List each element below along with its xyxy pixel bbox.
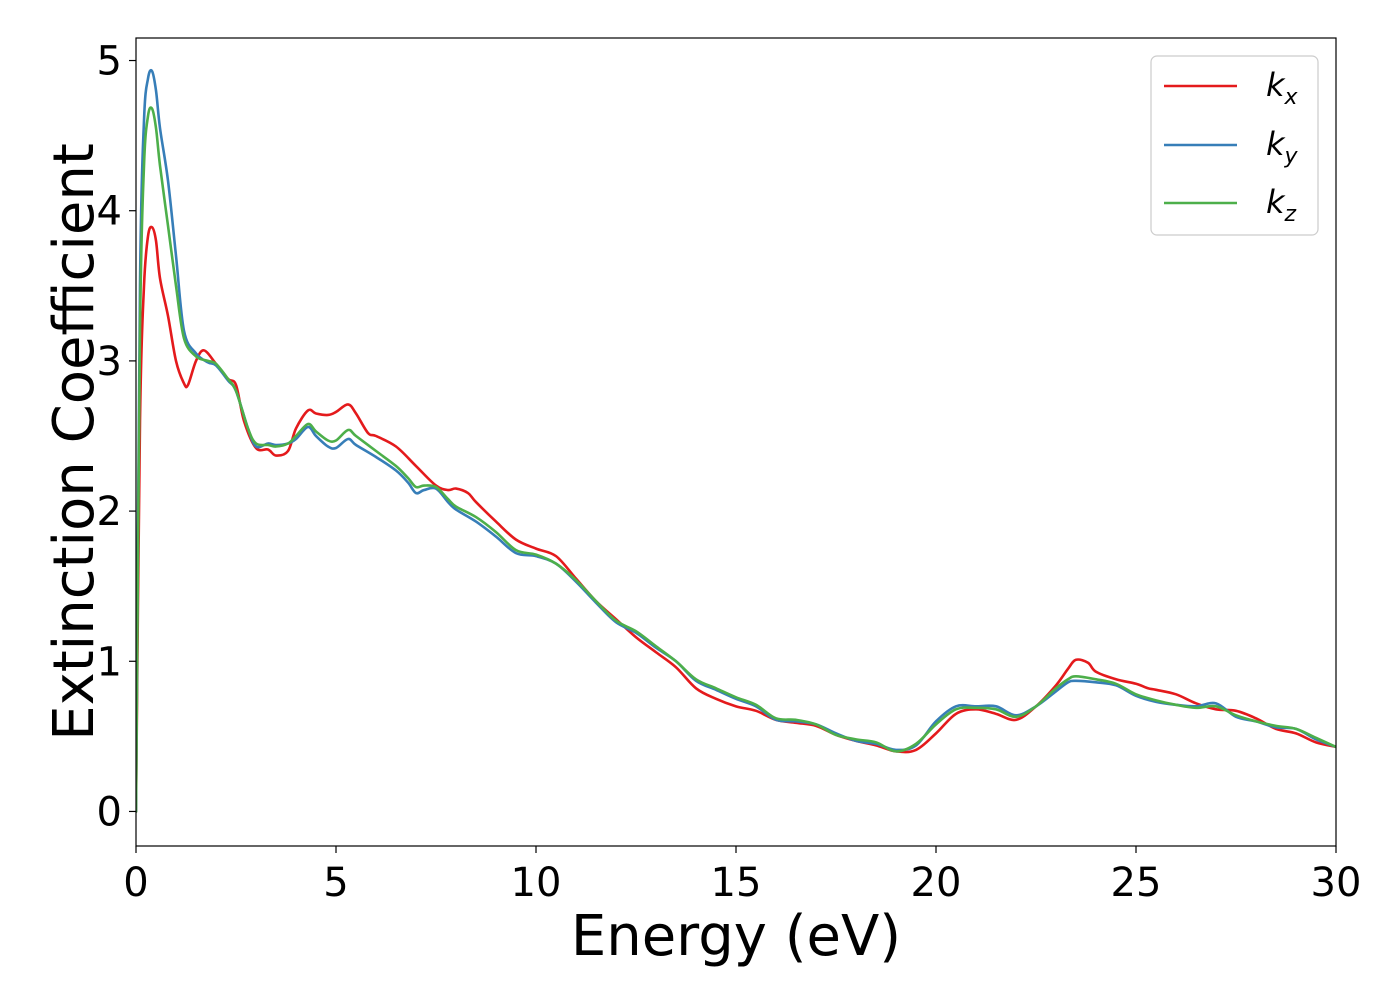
legend-label-kx: kx [1266, 66, 1299, 110]
legend-label-ky: ky [1266, 125, 1299, 169]
y-axis-label: Extinction Coefficient [42, 143, 107, 741]
x-tick-label: 15 [711, 860, 762, 906]
y-tick-label: 2 [97, 489, 122, 535]
plot-lines [136, 68, 1336, 813]
x-axis: 0 5 10 15 20 25 30 [123, 846, 1361, 906]
legend: kx ky kz [1150, 55, 1319, 236]
x-tick-label: 10 [511, 860, 562, 906]
y-tick-label: 3 [97, 339, 122, 385]
series-line-kz [136, 106, 1336, 813]
x-tick-label: 20 [911, 860, 962, 906]
y-axis: 0 1 2 3 4 5 [97, 39, 136, 835]
y-tick-label: 1 [97, 639, 122, 685]
x-tick-label: 0 [123, 860, 148, 906]
y-tick-label: 0 [97, 789, 122, 835]
x-axis-label: Energy (eV) [571, 904, 901, 969]
series-line-kx [136, 225, 1336, 813]
y-tick-label: 5 [97, 39, 122, 85]
y-tick-label: 4 [97, 189, 122, 235]
x-tick-label: 30 [1311, 860, 1362, 906]
legend-label-kz: kz [1266, 183, 1297, 227]
x-tick-label: 25 [1111, 860, 1162, 906]
x-tick-label: 5 [323, 860, 348, 906]
